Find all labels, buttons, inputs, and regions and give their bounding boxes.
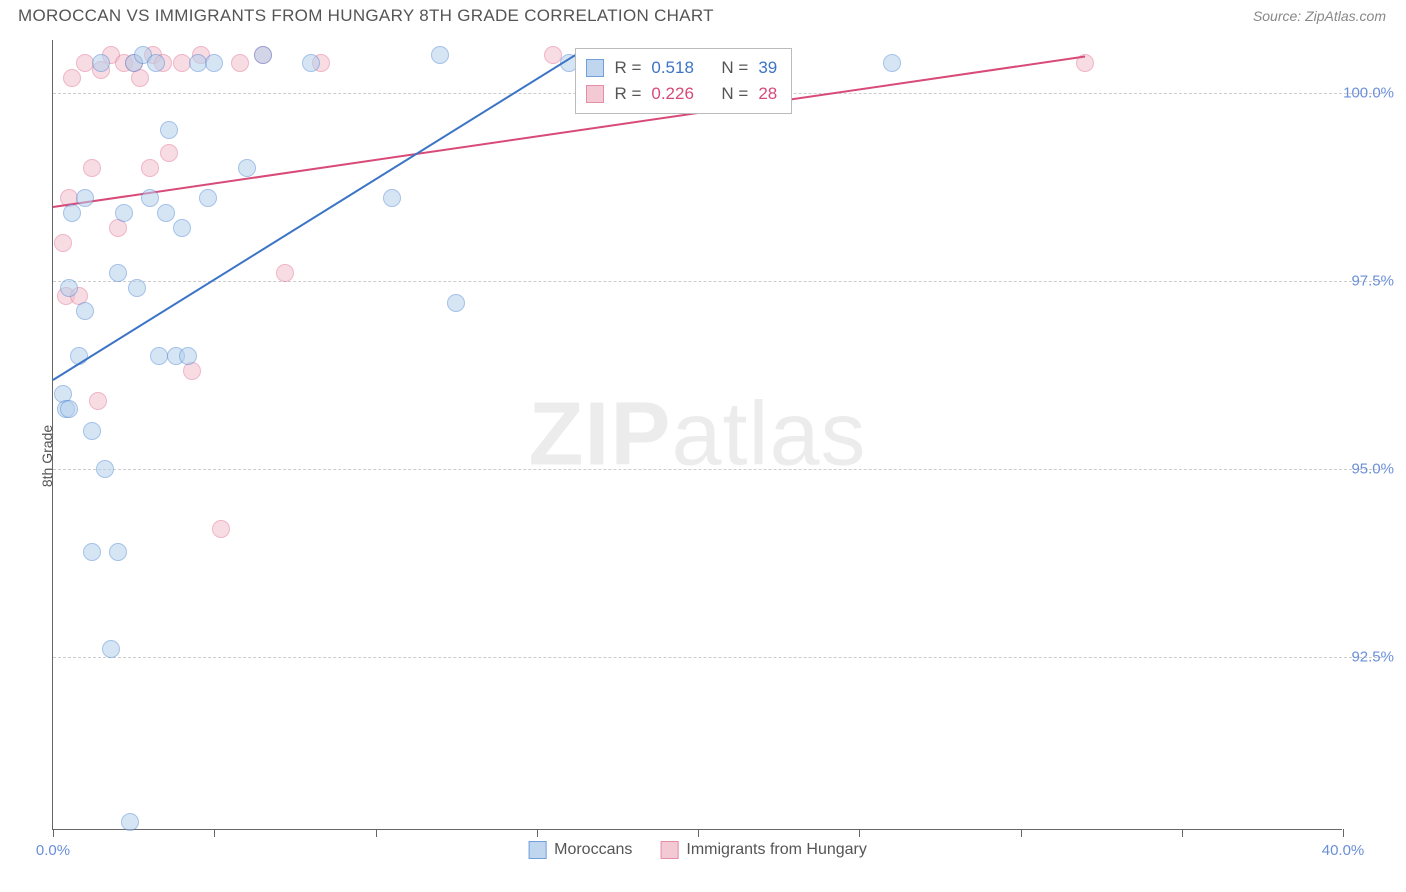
moroccans-point — [205, 54, 223, 72]
moroccans-point — [63, 204, 81, 222]
moroccans-point — [109, 543, 127, 561]
x-tick — [1343, 829, 1344, 837]
watermark: ZIPatlas — [528, 383, 866, 486]
y-tick-label: 95.0% — [1351, 460, 1394, 477]
y-tick-label: 97.5% — [1351, 272, 1394, 289]
hungary-point — [160, 144, 178, 162]
moroccans-point — [141, 189, 159, 207]
hungary-point — [89, 392, 107, 410]
hungary-legend-swatch — [660, 841, 678, 859]
moroccans-point — [92, 54, 110, 72]
x-tick — [1182, 829, 1183, 837]
x-tick — [537, 829, 538, 837]
moroccans-swatch — [586, 59, 604, 77]
moroccans-point — [115, 204, 133, 222]
x-tick — [1021, 829, 1022, 837]
r-value: 0.518 — [651, 55, 711, 81]
moroccans-point — [383, 189, 401, 207]
stats-row-hungary: R = 0.226 N = 28 — [586, 81, 777, 107]
n-label: N = — [721, 81, 748, 107]
moroccans-point — [173, 219, 191, 237]
x-tick — [53, 829, 54, 837]
x-tick — [859, 829, 860, 837]
moroccans-point — [83, 543, 101, 561]
chart-header: MOROCCAN VS IMMIGRANTS FROM HUNGARY 8TH … — [0, 0, 1406, 26]
moroccans-point — [147, 54, 165, 72]
moroccans-point — [60, 279, 78, 297]
x-tick — [376, 829, 377, 837]
hungary-point — [54, 234, 72, 252]
moroccans-point — [76, 189, 94, 207]
legend-label: Immigrants from Hungary — [686, 841, 867, 859]
n-value: 28 — [758, 81, 777, 107]
moroccans-point — [179, 347, 197, 365]
moroccans-point — [238, 159, 256, 177]
moroccans-point — [102, 640, 120, 658]
gridline-horizontal — [53, 469, 1382, 470]
legend-item-moroccans: Moroccans — [528, 841, 632, 859]
moroccans-point — [76, 302, 94, 320]
moroccans-point — [128, 279, 146, 297]
moroccans-point — [60, 400, 78, 418]
hungary-point — [63, 69, 81, 87]
moroccans-point — [160, 121, 178, 139]
moroccans-point — [96, 460, 114, 478]
moroccans-point — [883, 54, 901, 72]
moroccans-point — [431, 46, 449, 64]
n-value: 39 — [758, 55, 777, 81]
hungary-point — [231, 54, 249, 72]
n-label: N = — [721, 55, 748, 81]
gridline-horizontal — [53, 281, 1382, 282]
plot-region: ZIPatlas 92.5%95.0%97.5%100.0%0.0%40.0%R… — [52, 40, 1342, 830]
chart-title: MOROCCAN VS IMMIGRANTS FROM HUNGARY 8TH … — [18, 6, 714, 26]
moroccans-point — [109, 264, 127, 282]
moroccans-legend-swatch — [528, 841, 546, 859]
x-tick-label: 40.0% — [1322, 842, 1365, 859]
hungary-point — [212, 520, 230, 538]
legend-item-hungary: Immigrants from Hungary — [660, 841, 867, 859]
r-value: 0.226 — [651, 81, 711, 107]
moroccans-point — [254, 46, 272, 64]
source-credit: Source: ZipAtlas.com — [1253, 8, 1386, 24]
y-tick-label: 100.0% — [1343, 84, 1394, 101]
r-label: R = — [614, 55, 641, 81]
x-tick-label: 0.0% — [36, 842, 70, 859]
hungary-point — [141, 159, 159, 177]
x-tick — [698, 829, 699, 837]
moroccans-point — [447, 294, 465, 312]
legend: Moroccans Immigrants from Hungary — [528, 841, 867, 859]
x-tick — [214, 829, 215, 837]
moroccans-point — [83, 422, 101, 440]
r-label: R = — [614, 81, 641, 107]
moroccans-point — [157, 204, 175, 222]
y-tick-label: 92.5% — [1351, 648, 1394, 665]
hungary-swatch — [586, 85, 604, 103]
hungary-point — [83, 159, 101, 177]
hungary-trendline — [53, 55, 1085, 207]
stats-row-moroccans: R = 0.518 N = 39 — [586, 55, 777, 81]
gridline-horizontal — [53, 657, 1382, 658]
moroccans-point — [121, 813, 139, 831]
moroccans-point — [199, 189, 217, 207]
legend-label: Moroccans — [554, 841, 632, 859]
moroccans-point — [302, 54, 320, 72]
stats-box: R = 0.518 N = 39 R = 0.226 N = 28 — [575, 48, 792, 114]
chart-area: 8th Grade ZIPatlas 92.5%95.0%97.5%100.0%… — [18, 30, 1396, 882]
hungary-point — [276, 264, 294, 282]
